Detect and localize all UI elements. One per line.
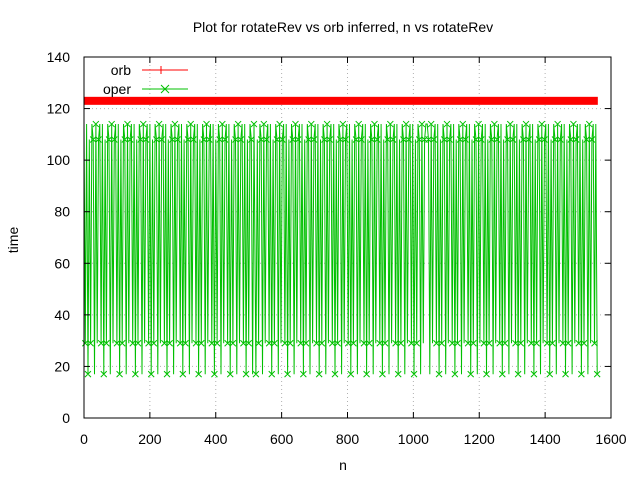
chart-title: Plot for rotateRev vs orb inferred, n vs… (193, 19, 493, 35)
x-axis-label: n (339, 457, 347, 473)
x-tick-label: 1600 (595, 431, 626, 447)
y-tick-label: 140 (47, 49, 71, 65)
y-axis-label: time (5, 227, 21, 254)
y-tick-label: 20 (54, 358, 70, 374)
x-tick-label: 0 (80, 431, 88, 447)
legend: orb oper (103, 62, 188, 97)
y-tick-label: 40 (54, 307, 70, 323)
legend-marker-oper (160, 84, 170, 94)
oper-markers (81, 120, 601, 378)
x-tick-label: 400 (204, 431, 228, 447)
y-tick-label: 100 (47, 152, 71, 168)
x-tick-label: 200 (138, 431, 162, 447)
x-tick-label: 1400 (530, 431, 561, 447)
y-tick-label: 0 (62, 410, 70, 426)
x-tick-label: 600 (270, 431, 294, 447)
y-axis: 0 20 40 60 80 100 120 140 (47, 49, 611, 426)
y-tick-label: 80 (54, 204, 70, 220)
oper-line (83, 123, 598, 375)
x-tick-label: 800 (336, 431, 360, 447)
legend-label-oper: oper (103, 81, 131, 97)
orb-line (84, 96, 598, 105)
y-tick-label: 120 (47, 101, 71, 117)
x-tick-label: 1200 (464, 431, 495, 447)
legend-label-orb: orb (111, 62, 131, 78)
series-orb (84, 96, 598, 105)
x-axis: 0 200 400 600 800 1000 1200 1400 1600 (80, 57, 627, 447)
x-tick-label: 1000 (398, 431, 429, 447)
y-tick-label: 60 (54, 255, 70, 271)
series-oper (81, 120, 601, 378)
